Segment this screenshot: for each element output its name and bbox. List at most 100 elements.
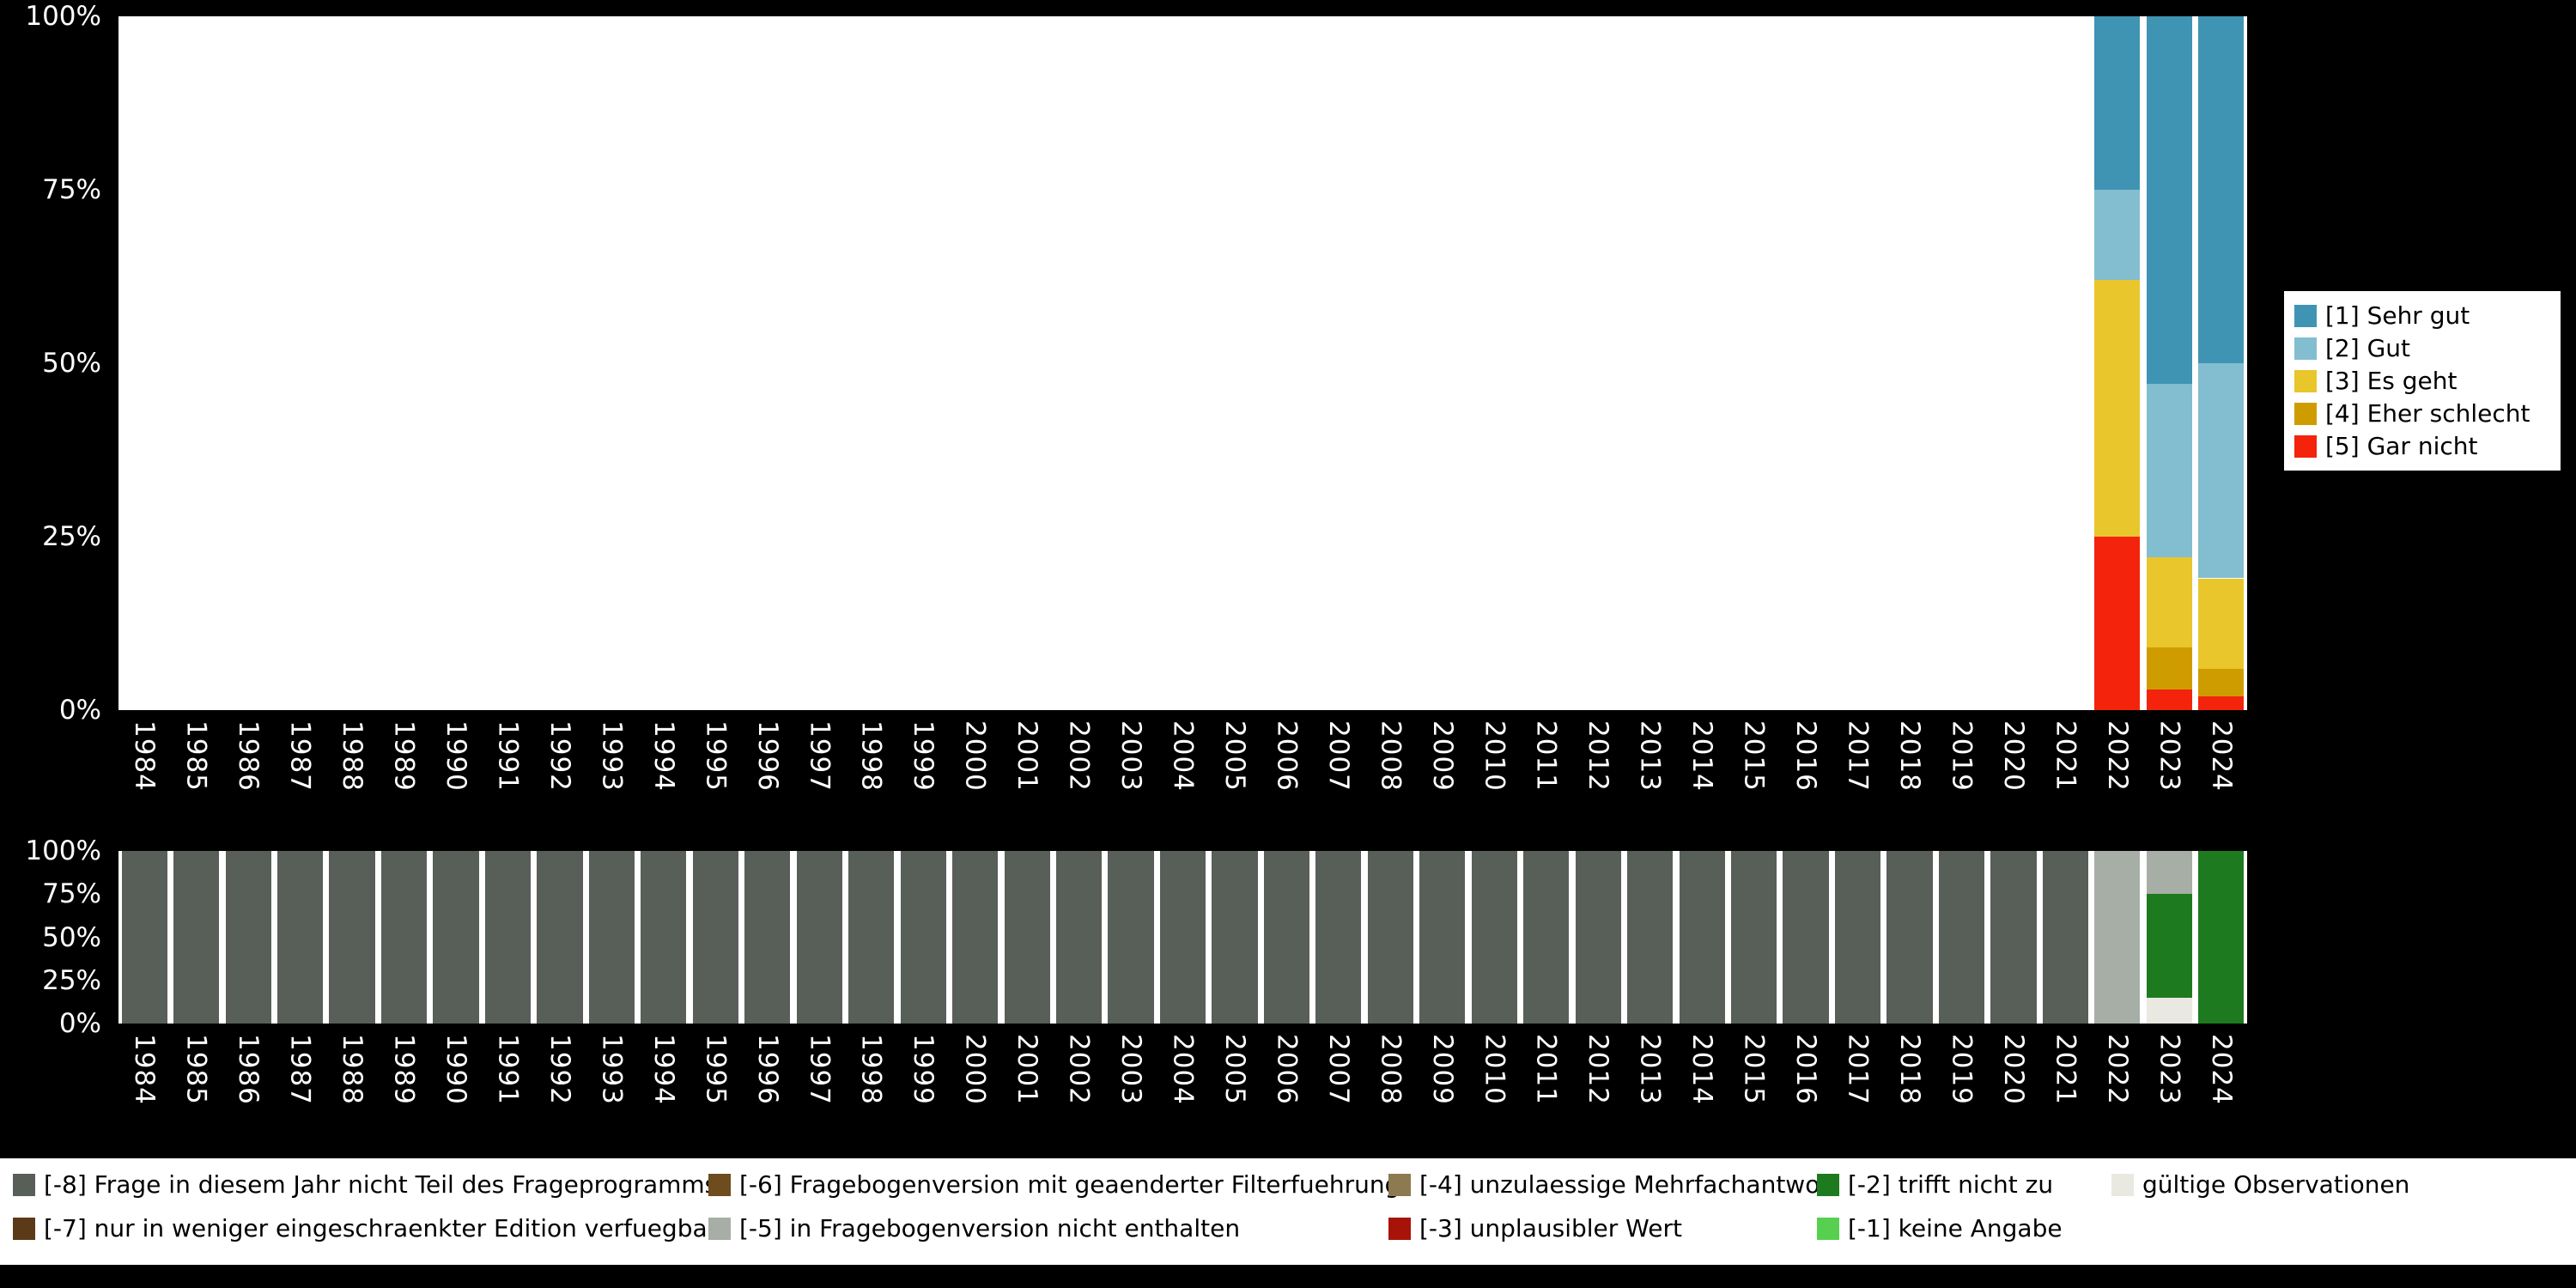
- legend-item: [-4] unzulaessige Mehrfachantwort: [1388, 1170, 1839, 1199]
- x-tick-label: 1987: [284, 720, 316, 792]
- legend-swatch-icon: [1817, 1217, 1839, 1240]
- x-tick-label: 2005: [1218, 1034, 1250, 1105]
- bar-segment: [1315, 851, 1362, 1024]
- x-tick-label: 2004: [1167, 1034, 1199, 1105]
- x-tick-label: 2022: [2101, 720, 2133, 792]
- bar-segment: [1055, 851, 1103, 1024]
- legend-swatch-icon: [2111, 1173, 2134, 1196]
- x-tick-label: 2002: [1063, 720, 1095, 792]
- bar-segment: [588, 851, 635, 1024]
- x-tick-label: 2001: [1012, 1034, 1043, 1105]
- x-tick-label: 1990: [440, 1034, 471, 1105]
- x-tick-label: 2004: [1167, 720, 1199, 792]
- bar-segment: [1108, 851, 1154, 1024]
- bar-segment: [2146, 894, 2192, 998]
- bar-segment: [1523, 851, 1570, 1024]
- x-tick-label: 1987: [284, 1034, 316, 1105]
- bar-segment: [380, 851, 428, 1024]
- x-tick-label: 1989: [388, 720, 420, 792]
- x-tick-label: 1990: [440, 720, 471, 792]
- bar-segment: [1990, 851, 2037, 1024]
- x-tick-label: 2009: [1426, 1034, 1458, 1105]
- bar-segment: [2198, 363, 2245, 579]
- x-tick-label: 2024: [2205, 720, 2237, 792]
- bar-segment: [900, 851, 946, 1024]
- bar-segment: [1679, 851, 1725, 1024]
- legend-swatch-icon: [13, 1217, 35, 1240]
- bar-segment: [225, 851, 271, 1024]
- bar-segment: [2198, 696, 2245, 710]
- x-tick-label: 2006: [1271, 720, 1303, 792]
- x-tick-label: 1996: [751, 720, 783, 792]
- x-tick-label: 2002: [1063, 1034, 1095, 1105]
- x-tick-label: 2019: [1946, 1034, 1978, 1105]
- x-tick-label: 2023: [2154, 720, 2185, 792]
- bar-segment: [796, 851, 842, 1024]
- x-tick-label: 1985: [180, 1034, 212, 1105]
- bar-segment: [1783, 851, 1829, 1024]
- legend-swatch-icon: [708, 1217, 731, 1240]
- x-tick-label: 1992: [544, 1034, 575, 1105]
- x-tick-label: 1984: [129, 720, 161, 792]
- x-tick-label: 1984: [129, 1034, 161, 1105]
- y-tick-label: 100%: [25, 1, 101, 32]
- legend-item: [-5] in Fragebogenversion nicht enthalte…: [708, 1214, 1400, 1242]
- bar-segment: [329, 851, 375, 1024]
- y-tick-label: 0%: [58, 1008, 101, 1039]
- x-tick-label: 2014: [1686, 720, 1718, 792]
- x-tick-label: 1988: [337, 1034, 368, 1105]
- x-tick-label: 2000: [959, 720, 991, 792]
- x-tick-label: 2012: [1583, 720, 1614, 792]
- legend-swatch-icon: [1388, 1217, 1411, 1240]
- bar-segment: [952, 851, 999, 1024]
- legend-swatch-icon: [2294, 434, 2317, 458]
- x-tick-label: 2012: [1583, 1034, 1614, 1105]
- legend-label: [-1] keine Angabe: [1848, 1214, 2063, 1242]
- bar-segment: [537, 851, 583, 1024]
- x-tick-label: 1994: [647, 720, 679, 792]
- bar-segment: [2146, 384, 2192, 558]
- x-tick-label: 2000: [959, 1034, 991, 1105]
- x-tick-label: 1997: [804, 720, 835, 792]
- legend-label: [-7] nur in weniger eingeschraenkter Edi…: [44, 1214, 718, 1242]
- answers-plot-area: [118, 16, 2247, 710]
- x-tick-label: 1994: [647, 1034, 679, 1105]
- x-tick-label: 1995: [700, 1034, 732, 1105]
- x-tick-label: 1998: [855, 720, 887, 792]
- x-tick-label: 2007: [1322, 720, 1354, 792]
- x-tick-label: 2007: [1322, 1034, 1354, 1105]
- bar-segment: [2146, 689, 2192, 710]
- legend-item: [-2] trifft nicht zu: [1817, 1170, 2063, 1199]
- legend-column: gültige Observationen: [2111, 1170, 2409, 1199]
- legend-column: [-8] Frage in diesem Jahr nicht Teil des…: [13, 1170, 717, 1242]
- missings-legend: [-8] Frage in diesem Jahr nicht Teil des…: [0, 1158, 2576, 1265]
- legend-label: [-3] unplausibler Wert: [1419, 1214, 1682, 1242]
- legend-item: [-7] nur in weniger eingeschraenkter Edi…: [13, 1214, 717, 1242]
- legend-swatch-icon: [2294, 369, 2317, 392]
- answers-x-axis: 1984 1985 1986 1987 1988 1989 1990 1991 1992 1993…: [118, 720, 2247, 815]
- bar-segment: [1938, 851, 1985, 1024]
- x-tick-label: 1986: [233, 1034, 264, 1105]
- x-tick-label: 1995: [700, 720, 732, 792]
- bar-segment: [2146, 16, 2192, 385]
- x-tick-label: 2010: [1479, 1034, 1510, 1105]
- x-tick-label: 2022: [2101, 1034, 2133, 1105]
- x-tick-label: 1989: [388, 1034, 420, 1105]
- x-tick-label: 2005: [1218, 720, 1250, 792]
- legend-item: [5] Gar nicht: [2294, 432, 2550, 460]
- legend-label: [-5] in Fragebogenversion nicht enthalte…: [739, 1214, 1241, 1242]
- legend-column: [-6] Fragebogenversion mit geaenderter F…: [708, 1170, 1400, 1242]
- y-tick-label: 0%: [58, 695, 101, 726]
- x-tick-label: 2017: [1842, 720, 1874, 792]
- bar-segment: [2094, 16, 2141, 190]
- legend-item: gültige Observationen: [2111, 1170, 2409, 1199]
- legend-item: [4] Eher schlecht: [2294, 399, 2550, 428]
- legend-label: [-2] trifft nicht zu: [1848, 1170, 2054, 1199]
- bar-segment: [2094, 851, 2141, 1024]
- x-tick-label: 1997: [804, 1034, 835, 1105]
- bar-segment: [1730, 851, 1777, 1024]
- x-tick-label: 2014: [1686, 1034, 1718, 1105]
- x-tick-label: 1991: [492, 1034, 524, 1105]
- bar-segment: [433, 851, 479, 1024]
